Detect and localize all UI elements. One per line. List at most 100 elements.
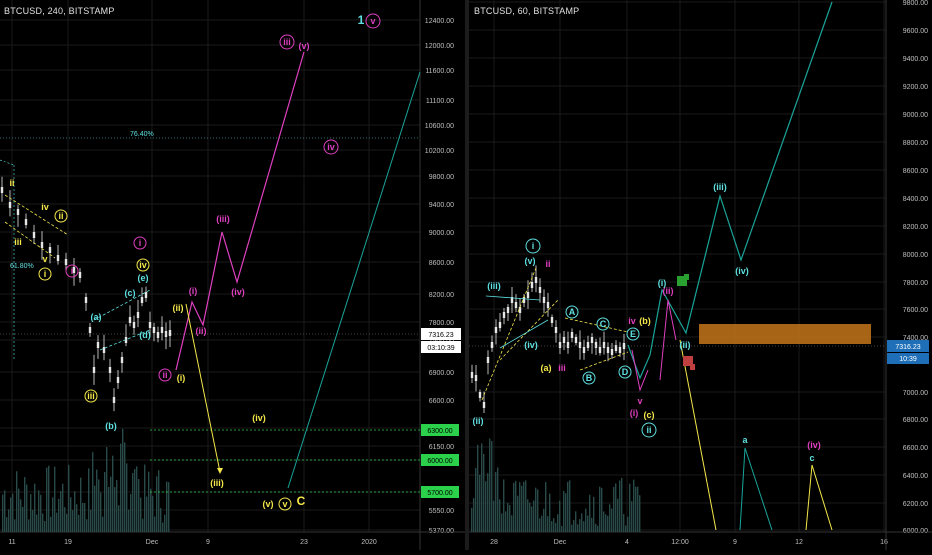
countdown-tag: 03:10:39 xyxy=(427,345,454,352)
wave-D-circ-ring xyxy=(618,365,632,379)
volume-bar xyxy=(485,481,487,532)
volume-bar xyxy=(483,453,485,532)
volume-bar xyxy=(88,468,90,532)
volume-bar xyxy=(100,492,102,532)
candle-body xyxy=(144,292,148,298)
projection-path-bull xyxy=(175,51,305,371)
y-tick-label: 7000.00 xyxy=(903,390,928,397)
volume-bar xyxy=(513,482,515,532)
volume-bar xyxy=(551,521,553,532)
volume-bar xyxy=(493,500,495,532)
volume-bar xyxy=(555,522,557,532)
volume-bar xyxy=(150,488,152,532)
volume-bar xyxy=(515,480,517,532)
candle-body xyxy=(526,292,530,298)
candle-body xyxy=(554,327,558,333)
x-tick-label: 28 xyxy=(490,539,498,546)
y-tick-label: 5550.00 xyxy=(429,508,454,515)
volume-bar xyxy=(56,512,58,532)
candle-body xyxy=(550,317,554,323)
volume-bar xyxy=(134,469,136,532)
wave-C-circ: C xyxy=(600,319,607,329)
candle-body xyxy=(132,322,136,328)
candle-body xyxy=(8,202,12,208)
volume-bar xyxy=(112,455,114,532)
volume-bar xyxy=(66,513,68,532)
volume-bar xyxy=(601,487,603,532)
wave-ii-pink-2: (ii) xyxy=(663,286,674,296)
volume-bar xyxy=(541,515,543,532)
candle-body xyxy=(16,209,20,215)
volume-bar xyxy=(118,505,120,532)
volume-bar xyxy=(549,493,551,532)
wave-i-circ-pink-top: i xyxy=(139,238,142,248)
proj-iv-big-circ-ring xyxy=(323,139,339,155)
volume-bar xyxy=(92,452,94,532)
x-tick-label: 11 xyxy=(8,539,15,546)
fib-label-618: 61.80% xyxy=(10,263,34,270)
wave-b-yellow: (b) xyxy=(639,316,651,326)
volume-bar xyxy=(629,483,631,532)
volume-bar xyxy=(52,497,54,532)
candle-body xyxy=(490,342,494,348)
wave-D-circ: D xyxy=(622,367,629,377)
y-tick-label: 6150.00 xyxy=(429,444,454,451)
candle-body xyxy=(56,255,60,261)
volume-bar xyxy=(489,438,491,532)
projection-path-bear xyxy=(185,303,221,473)
volume-bar xyxy=(74,491,76,532)
volume-bar xyxy=(523,481,525,532)
wave-c-label: (c) xyxy=(125,288,136,298)
volume-bar xyxy=(635,486,637,532)
fib-label-764: 76.40% xyxy=(130,131,154,138)
candle-body xyxy=(24,219,28,225)
wave-ii-label: ii xyxy=(9,178,14,188)
wave-top-v: v xyxy=(370,16,375,26)
volume-bar xyxy=(130,493,132,532)
y-tick-label: 9000.00 xyxy=(903,112,928,119)
candle-body xyxy=(32,232,36,238)
thumbs-up-icon-thumb xyxy=(684,274,689,280)
volume-bar xyxy=(553,518,555,532)
volume-bar xyxy=(637,486,639,532)
y-tick-label: 9800.00 xyxy=(429,174,454,181)
y-tick-label: 8800.00 xyxy=(903,140,928,147)
candle-body xyxy=(128,317,132,323)
volume-bar xyxy=(98,479,100,532)
volume-bar xyxy=(603,511,605,532)
volume-bar xyxy=(110,476,112,532)
volume-bar xyxy=(14,519,16,532)
wave-v-label: (v) xyxy=(525,256,536,266)
x-tick-label: 23 xyxy=(300,539,308,546)
volume-bar xyxy=(599,486,601,532)
volume-bar xyxy=(605,514,607,532)
volume-bar xyxy=(168,482,170,532)
candle-body xyxy=(614,345,618,351)
wave-a-label: (a) xyxy=(91,312,102,322)
candle-body xyxy=(498,322,502,328)
channel-line xyxy=(485,295,541,301)
wave-top-count: 1 xyxy=(358,13,365,27)
volume-bar xyxy=(481,443,483,532)
volume-bar xyxy=(28,519,30,532)
volume-bar xyxy=(587,515,589,532)
candle-body xyxy=(622,343,626,349)
candle-body xyxy=(140,297,144,303)
price-tag: 7316.23 xyxy=(428,332,453,339)
volume-bar xyxy=(128,509,130,532)
left-chart-symbol: BTCUSD, 240, BITSTAMP xyxy=(4,6,115,16)
proj-iii-big-circ-ring xyxy=(279,34,295,50)
volume-bar xyxy=(537,489,539,532)
proj-v-circ: v xyxy=(282,499,287,509)
volume-bar xyxy=(579,519,581,532)
wave-ii-circ: ii xyxy=(58,211,63,221)
volume-bar xyxy=(505,511,507,532)
x-tick-label: 9 xyxy=(206,539,210,546)
long-term-trend-line xyxy=(287,71,421,489)
channel-line xyxy=(481,267,537,401)
proj-iv-yellow: (iv) xyxy=(252,413,266,423)
volume-bar xyxy=(106,446,108,532)
wave-iv-pink: iv xyxy=(628,316,636,326)
proj-v-yellow: (v) xyxy=(263,499,274,509)
volume-bar xyxy=(82,502,84,532)
